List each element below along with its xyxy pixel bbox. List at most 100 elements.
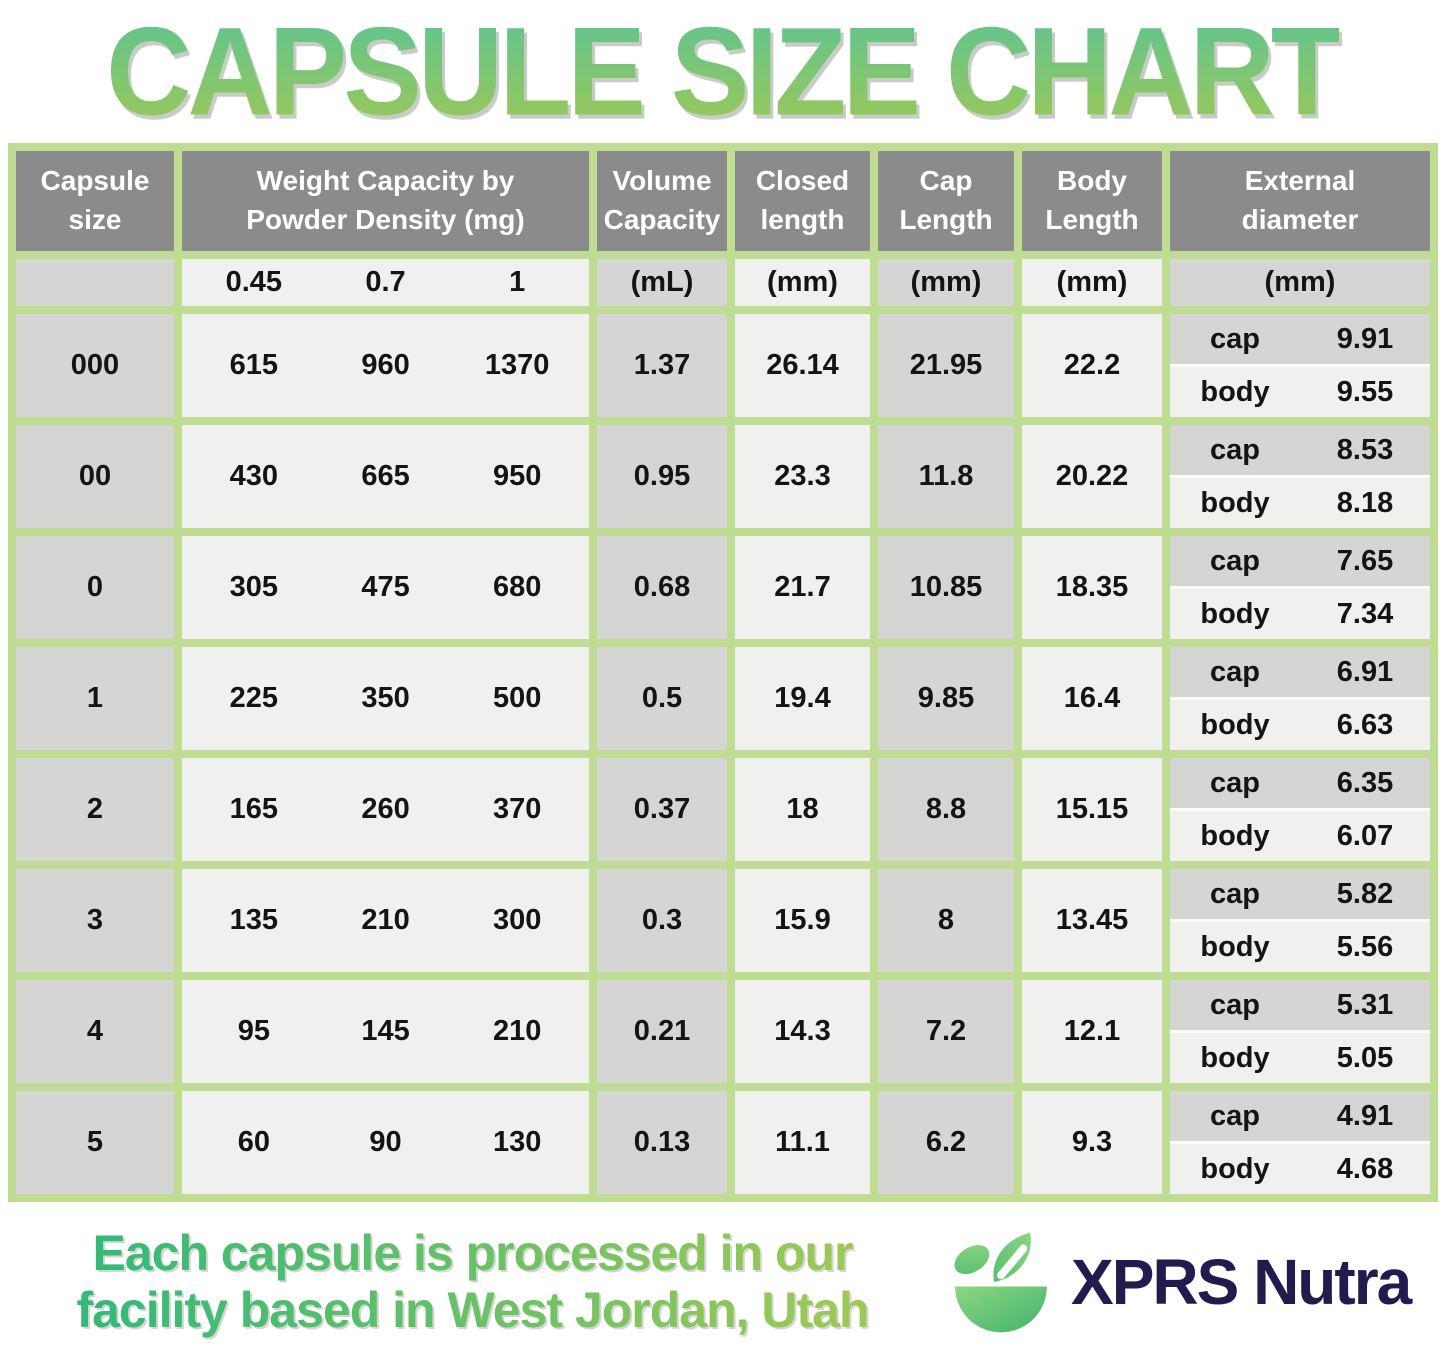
closed-length-cell: 19.4 <box>735 647 870 750</box>
body-length-cell: 18.35 <box>1022 536 1162 639</box>
external-body-subrow: body 6.63 <box>1170 700 1430 750</box>
capsule-size-cell: 4 <box>16 980 174 1083</box>
capsule-size-cell: 2 <box>16 758 174 861</box>
header-cap-length: Cap Length <box>878 151 1014 251</box>
header-weight-capacity: Weight Capacity by Powder Density (mg) <box>182 151 589 251</box>
cap-length-cell: 9.85 <box>878 647 1014 750</box>
weight-value: 300 <box>492 904 542 936</box>
external-cap-label: cap <box>1210 322 1260 355</box>
header-volume-capacity: Volume Capacity <box>597 151 727 251</box>
weight-value: 960 <box>361 349 410 381</box>
weight-capacity-cell: 60 90 130 <box>182 1091 589 1194</box>
units-capsule-size-blank <box>16 259 174 306</box>
external-body-label: body <box>1200 375 1270 408</box>
weight-value: 1370 <box>484 349 550 381</box>
external-body-label: body <box>1200 1152 1270 1185</box>
body-length-cell: 22.2 <box>1022 314 1162 417</box>
weight-value: 260 <box>361 793 410 825</box>
external-diameter-cell: cap 8.53 body 8.18 <box>1170 425 1430 528</box>
volume-capacity-cell: 0.95 <box>597 425 727 528</box>
external-cap-value: 8.53 <box>1336 433 1394 466</box>
weight-value: 210 <box>492 1015 542 1047</box>
external-body-subrow: body 6.07 <box>1170 811 1430 861</box>
capsule-size-cell: 3 <box>16 869 174 972</box>
weight-value: 370 <box>492 793 542 825</box>
external-cap-subrow: cap 9.91 <box>1170 314 1430 367</box>
weight-value: 305 <box>229 571 279 603</box>
closed-length-cell: 11.1 <box>735 1091 870 1194</box>
capsule-size-table: Capsule size Weight Capacity by Powder De… <box>8 143 1438 1202</box>
external-diameter-cell: cap 6.91 body 6.63 <box>1170 647 1430 750</box>
external-cap-subrow: cap 6.35 <box>1170 758 1430 811</box>
weight-value: 210 <box>361 904 410 936</box>
volume-capacity-cell: 0.21 <box>597 980 727 1083</box>
closed-length-cell: 14.3 <box>735 980 870 1083</box>
capsule-size-cell: 1 <box>16 647 174 750</box>
header-external-diameter: External diameter <box>1170 151 1430 251</box>
external-diameter-cell: cap 4.91 body 4.68 <box>1170 1091 1430 1194</box>
cap-length-cell: 11.8 <box>878 425 1014 528</box>
external-cap-label: cap <box>1210 877 1260 910</box>
external-cap-value: 6.35 <box>1336 766 1394 799</box>
external-diameter-cell: cap 6.35 body 6.07 <box>1170 758 1430 861</box>
external-diameter-cell: cap 9.91 body 9.55 <box>1170 314 1430 417</box>
cap-length-cell: 6.2 <box>878 1091 1014 1194</box>
volume-capacity-cell: 0.68 <box>597 536 727 639</box>
volume-capacity-cell: 0.13 <box>597 1091 727 1194</box>
tagline-line2: facility based in West Jordan, Utah <box>76 1282 869 1338</box>
external-cap-subrow: cap 5.31 <box>1170 980 1430 1033</box>
units-external-diameter: (mm) <box>1170 259 1430 306</box>
external-cap-subrow: cap 7.65 <box>1170 536 1430 589</box>
volume-capacity-cell: 0.3 <box>597 869 727 972</box>
weight-value: 615 <box>229 349 279 381</box>
weight-value: 95 <box>237 1015 270 1047</box>
external-body-subrow: body 4.68 <box>1170 1144 1430 1194</box>
external-cap-label: cap <box>1210 766 1260 799</box>
weight-value: 950 <box>492 460 542 492</box>
external-body-subrow: body 8.18 <box>1170 478 1430 528</box>
body-length-cell: 13.45 <box>1022 869 1162 972</box>
weight-capacity-cell: 305 475 680 <box>182 536 589 639</box>
cap-length-cell: 10.85 <box>878 536 1014 639</box>
weight-value: 60 <box>237 1126 270 1158</box>
external-body-subrow: body 9.55 <box>1170 367 1430 417</box>
header-closed-length: Closed length <box>735 151 870 251</box>
external-body-label: body <box>1200 1041 1270 1074</box>
units-volume: (mL) <box>597 259 727 306</box>
external-body-label: body <box>1200 930 1270 963</box>
body-length-cell: 12.1 <box>1022 980 1162 1083</box>
brand-logo: XPRS Nutra <box>945 1226 1412 1338</box>
external-cap-value: 5.82 <box>1336 877 1394 910</box>
external-body-value: 5.56 <box>1336 930 1394 963</box>
weight-value: 145 <box>361 1015 410 1047</box>
weight-value: 680 <box>492 571 542 603</box>
weight-value: 665 <box>361 460 410 492</box>
weight-capacity-cell: 615 960 1370 <box>182 314 589 417</box>
external-body-value: 5.05 <box>1336 1041 1394 1074</box>
weight-value: 130 <box>492 1126 542 1158</box>
weight-capacity-cell: 225 350 500 <box>182 647 589 750</box>
external-body-label: body <box>1200 597 1270 630</box>
footer: Each capsule is processed in our facilit… <box>0 1202 1445 1362</box>
closed-length-cell: 15.9 <box>735 869 870 972</box>
volume-capacity-cell: 0.5 <box>597 647 727 750</box>
weight-value: 430 <box>229 460 279 492</box>
external-diameter-cell: cap 5.82 body 5.56 <box>1170 869 1430 972</box>
body-length-cell: 20.22 <box>1022 425 1162 528</box>
units-body-length: (mm) <box>1022 259 1162 306</box>
cap-length-cell: 7.2 <box>878 980 1014 1083</box>
external-body-value: 6.07 <box>1336 819 1394 852</box>
closed-length-cell: 21.7 <box>735 536 870 639</box>
header-capsule-size: Capsule size <box>16 151 174 251</box>
closed-length-cell: 23.3 <box>735 425 870 528</box>
weight-capacity-cell: 430 665 950 <box>182 425 589 528</box>
weight-value: 475 <box>361 571 410 603</box>
external-body-value: 7.34 <box>1336 597 1394 630</box>
closed-length-cell: 26.14 <box>735 314 870 417</box>
external-cap-label: cap <box>1210 1099 1260 1132</box>
capsule-size-cell: 000 <box>16 314 174 417</box>
external-body-label: body <box>1200 819 1270 852</box>
brand-wordmark: XPRS Nutra <box>1071 1246 1412 1318</box>
weight-value: 165 <box>229 793 279 825</box>
external-body-label: body <box>1200 708 1270 741</box>
